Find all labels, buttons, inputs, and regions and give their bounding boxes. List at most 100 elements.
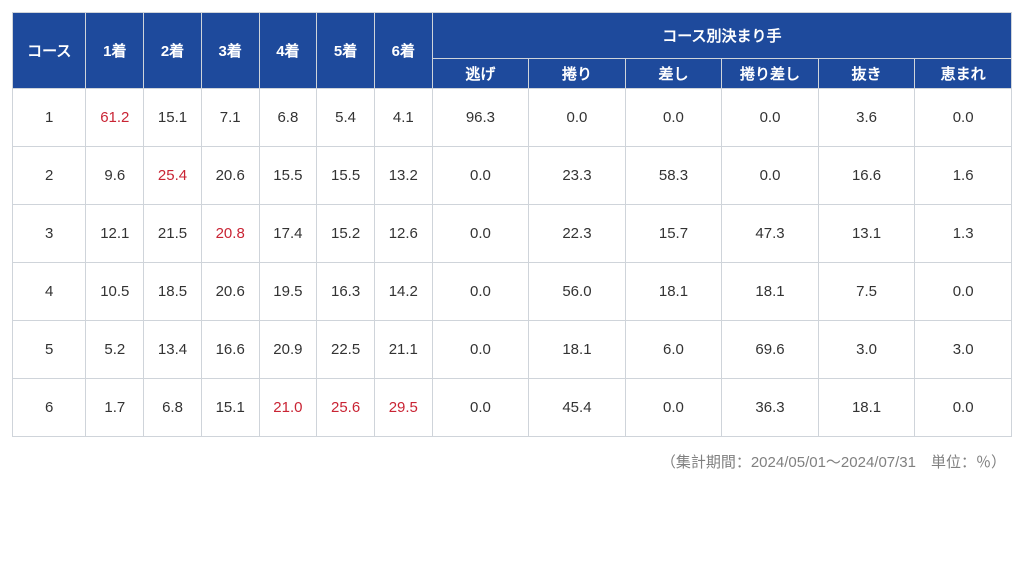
cell-course: 2 xyxy=(13,147,86,205)
cell-place: 15.5 xyxy=(317,147,375,205)
footnote-text: （集計期間：2024/05/01～2024/07/31 単位：％） xyxy=(12,451,1012,472)
cell-place: 61.2 xyxy=(86,89,144,147)
cell-course: 1 xyxy=(13,89,86,147)
cell-place: 20.8 xyxy=(201,205,259,263)
col-place-5: 5着 xyxy=(317,13,375,89)
cell-kimarite: 58.3 xyxy=(625,147,722,205)
cell-kimarite: 22.3 xyxy=(529,205,626,263)
cell-place: 10.5 xyxy=(86,263,144,321)
col-kimarite-makuri: 捲り xyxy=(529,59,626,89)
cell-place: 5.2 xyxy=(86,321,144,379)
cell-kimarite: 16.6 xyxy=(818,147,915,205)
col-course: コース xyxy=(13,13,86,89)
cell-kimarite: 0.0 xyxy=(722,147,819,205)
cell-place: 16.6 xyxy=(201,321,259,379)
cell-kimarite: 0.0 xyxy=(625,379,722,437)
col-kimarite-sashi: 差し xyxy=(625,59,722,89)
cell-kimarite: 0.0 xyxy=(432,263,529,321)
cell-place: 21.5 xyxy=(144,205,202,263)
cell-place: 20.9 xyxy=(259,321,317,379)
col-kimarite-nige: 逃げ xyxy=(432,59,529,89)
cell-kimarite: 13.1 xyxy=(818,205,915,263)
table-row: 61.76.815.121.025.629.50.045.40.036.318.… xyxy=(13,379,1012,437)
cell-kimarite: 23.3 xyxy=(529,147,626,205)
table-row: 29.625.420.615.515.513.20.023.358.30.016… xyxy=(13,147,1012,205)
cell-place: 15.1 xyxy=(144,89,202,147)
cell-place: 13.4 xyxy=(144,321,202,379)
cell-place: 20.6 xyxy=(201,147,259,205)
table-header-row-1: コース 1着 2着 3着 4着 5着 6着 コース別決まり手 xyxy=(13,13,1012,59)
cell-kimarite: 18.1 xyxy=(529,321,626,379)
col-place-3: 3着 xyxy=(201,13,259,89)
cell-kimarite: 3.6 xyxy=(818,89,915,147)
cell-place: 19.5 xyxy=(259,263,317,321)
table-row: 312.121.520.817.415.212.60.022.315.747.3… xyxy=(13,205,1012,263)
cell-kimarite: 1.3 xyxy=(915,205,1012,263)
col-kimarite-makurisashi: 捲り差し xyxy=(722,59,819,89)
cell-place: 15.5 xyxy=(259,147,317,205)
table-row: 161.215.17.16.85.44.196.30.00.00.03.60.0 xyxy=(13,89,1012,147)
cell-place: 25.6 xyxy=(317,379,375,437)
col-kimarite-megumare: 恵まれ xyxy=(915,59,1012,89)
cell-course: 5 xyxy=(13,321,86,379)
cell-kimarite: 0.0 xyxy=(432,147,529,205)
cell-place: 1.7 xyxy=(86,379,144,437)
cell-place: 13.2 xyxy=(374,147,432,205)
cell-kimarite: 96.3 xyxy=(432,89,529,147)
cell-place: 21.1 xyxy=(374,321,432,379)
cell-place: 16.3 xyxy=(317,263,375,321)
cell-kimarite: 0.0 xyxy=(915,263,1012,321)
cell-place: 17.4 xyxy=(259,205,317,263)
cell-place: 6.8 xyxy=(144,379,202,437)
col-place-4: 4着 xyxy=(259,13,317,89)
col-kimarite-nuki: 抜き xyxy=(818,59,915,89)
cell-place: 25.4 xyxy=(144,147,202,205)
stats-table: コース 1着 2着 3着 4着 5着 6着 コース別決まり手 逃げ 捲り 差し … xyxy=(12,12,1012,437)
cell-place: 14.2 xyxy=(374,263,432,321)
cell-kimarite: 3.0 xyxy=(915,321,1012,379)
table-row: 55.213.416.620.922.521.10.018.16.069.63.… xyxy=(13,321,1012,379)
cell-place: 18.5 xyxy=(144,263,202,321)
cell-course: 6 xyxy=(13,379,86,437)
cell-kimarite: 36.3 xyxy=(722,379,819,437)
cell-kimarite: 1.6 xyxy=(915,147,1012,205)
cell-kimarite: 15.7 xyxy=(625,205,722,263)
cell-kimarite: 47.3 xyxy=(722,205,819,263)
cell-kimarite: 7.5 xyxy=(818,263,915,321)
cell-place: 4.1 xyxy=(374,89,432,147)
cell-kimarite: 0.0 xyxy=(432,205,529,263)
cell-course: 4 xyxy=(13,263,86,321)
cell-place: 21.0 xyxy=(259,379,317,437)
cell-kimarite: 6.0 xyxy=(625,321,722,379)
cell-place: 9.6 xyxy=(86,147,144,205)
cell-kimarite: 69.6 xyxy=(722,321,819,379)
cell-kimarite: 18.1 xyxy=(625,263,722,321)
cell-kimarite: 45.4 xyxy=(529,379,626,437)
cell-place: 7.1 xyxy=(201,89,259,147)
cell-place: 12.6 xyxy=(374,205,432,263)
cell-place: 20.6 xyxy=(201,263,259,321)
col-group-kimarite: コース別決まり手 xyxy=(432,13,1011,59)
cell-place: 12.1 xyxy=(86,205,144,263)
col-place-6: 6着 xyxy=(374,13,432,89)
cell-place: 15.1 xyxy=(201,379,259,437)
cell-kimarite: 0.0 xyxy=(529,89,626,147)
cell-kimarite: 56.0 xyxy=(529,263,626,321)
table-row: 410.518.520.619.516.314.20.056.018.118.1… xyxy=(13,263,1012,321)
cell-kimarite: 0.0 xyxy=(432,379,529,437)
cell-kimarite: 0.0 xyxy=(432,321,529,379)
cell-kimarite: 0.0 xyxy=(915,89,1012,147)
cell-kimarite: 0.0 xyxy=(625,89,722,147)
col-place-1: 1着 xyxy=(86,13,144,89)
cell-kimarite: 18.1 xyxy=(818,379,915,437)
cell-kimarite: 18.1 xyxy=(722,263,819,321)
cell-kimarite: 0.0 xyxy=(722,89,819,147)
cell-place: 5.4 xyxy=(317,89,375,147)
cell-kimarite: 3.0 xyxy=(818,321,915,379)
table-body: 161.215.17.16.85.44.196.30.00.00.03.60.0… xyxy=(13,89,1012,437)
cell-place: 15.2 xyxy=(317,205,375,263)
cell-place: 29.5 xyxy=(374,379,432,437)
cell-place: 22.5 xyxy=(317,321,375,379)
cell-kimarite: 0.0 xyxy=(915,379,1012,437)
cell-place: 6.8 xyxy=(259,89,317,147)
